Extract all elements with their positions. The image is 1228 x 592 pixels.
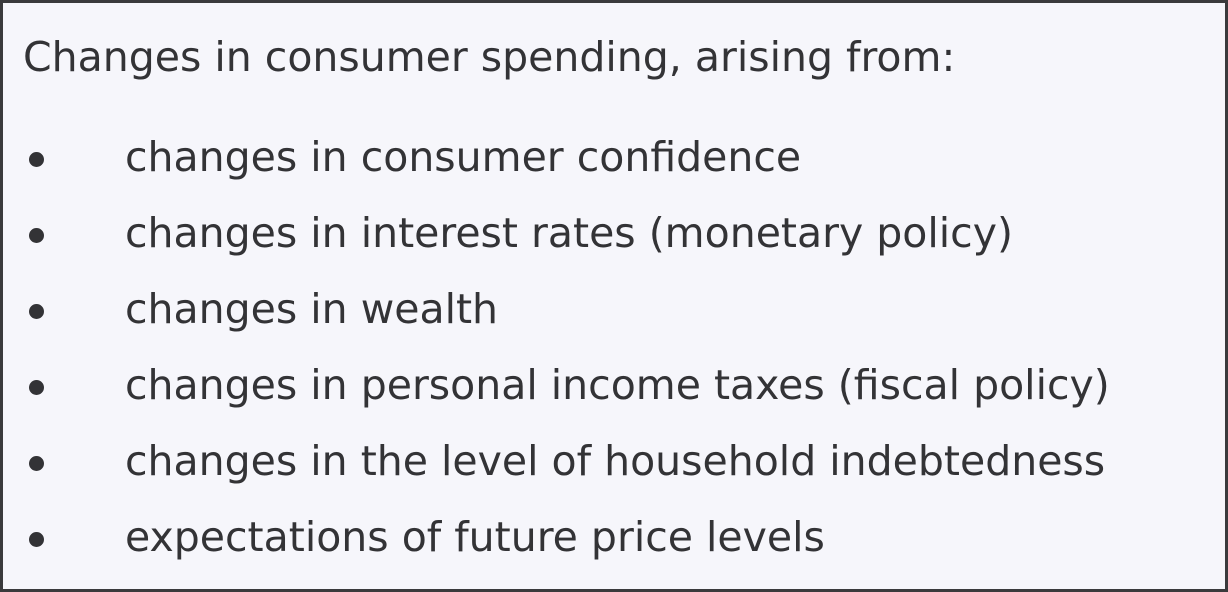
bullet-icon — [29, 152, 44, 167]
list-item-text: changes in wealth — [125, 285, 499, 333]
list-item-text: changes in interest rates (monetary poli… — [125, 209, 1013, 257]
list-item-text: changes in consumer confidence — [125, 133, 802, 181]
bullet-icon — [29, 228, 44, 243]
bullet-icon — [29, 456, 44, 471]
list-item-text: changes in the level of household indebt… — [125, 437, 1106, 485]
box-heading: Changes in consumer spending, arising fr… — [23, 33, 956, 81]
list-item-text: changes in personal income taxes (fiscal… — [125, 361, 1110, 409]
bullet-icon — [29, 532, 44, 547]
bullet-icon — [29, 380, 44, 395]
list-item-text: expectations of future price levels — [125, 513, 825, 561]
bullet-icon — [29, 304, 44, 319]
